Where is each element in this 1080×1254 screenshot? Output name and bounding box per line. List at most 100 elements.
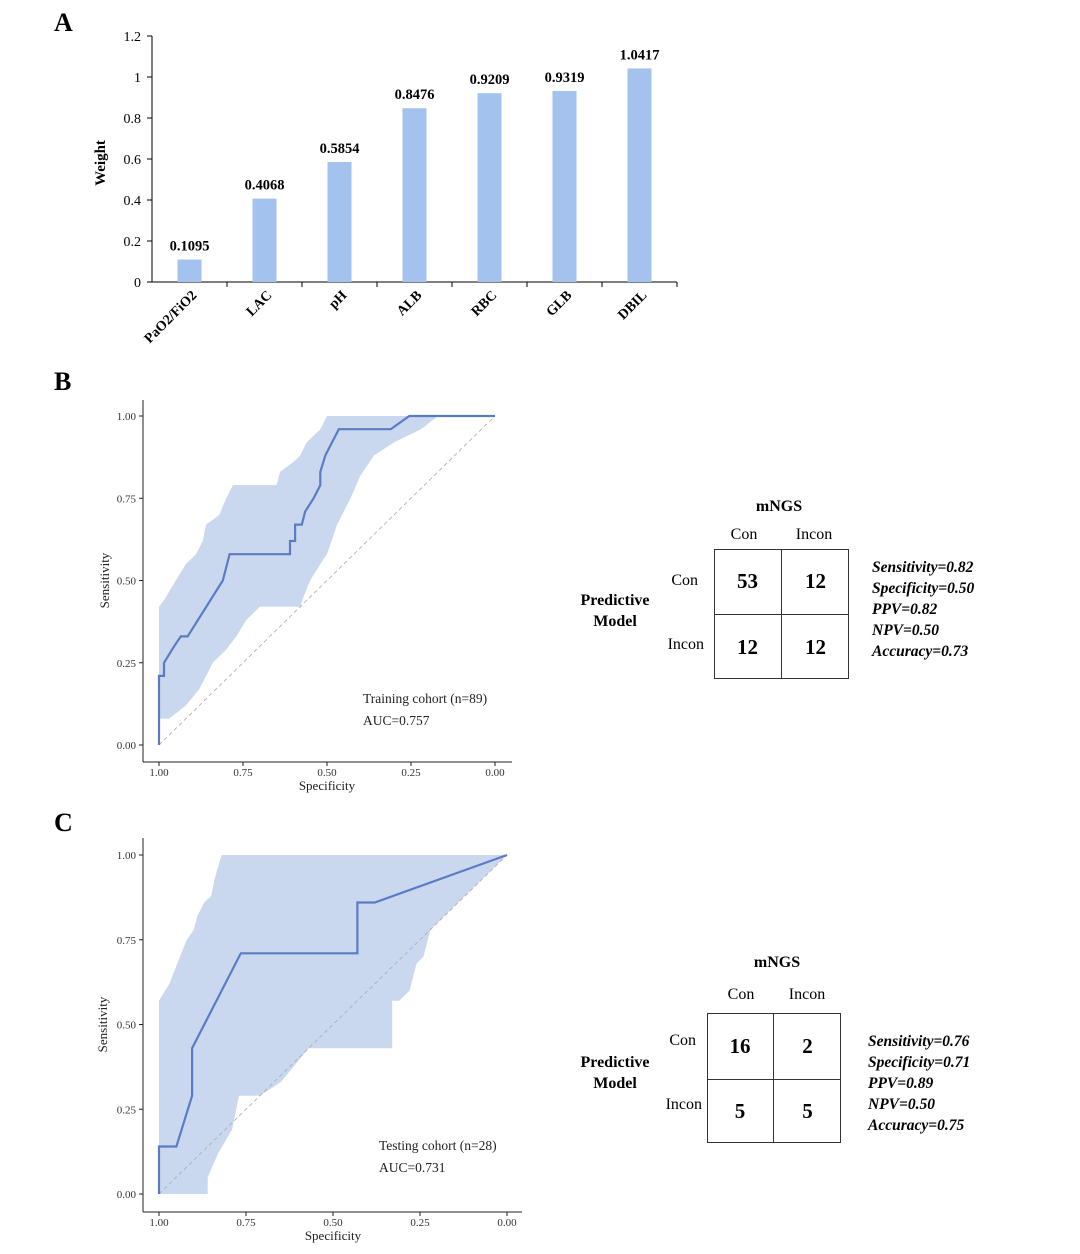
metric-accuracy: Accuracy=0.75 [868, 1117, 965, 1134]
bar [252, 198, 277, 282]
matrix-cell: 5 [734, 1099, 746, 1123]
data-label: 0.9209 [470, 72, 510, 88]
data-label: 1.0417 [620, 47, 660, 63]
x-tick-label: LAC [244, 288, 276, 320]
y-tick-label: 0.4 [124, 194, 142, 209]
metric-npv: NPV=0.50 [872, 622, 939, 639]
matrix-model-line2: Model [593, 613, 637, 630]
matrix-metrics: Sensitivity=0.82 Specificity=0.50 PPV=0.… [872, 557, 974, 662]
x-tick-label: PaO2/FiO2 [142, 288, 200, 346]
x-tick-label: 0.00 [485, 767, 505, 779]
x-tick-label: ALB [394, 288, 425, 319]
matrix-cell: 12 [805, 569, 826, 593]
testing-roc-chart: 1.00 0.75 0.50 0.25 0.00 0.00 0.25 0.50 0.75 1.00… [95, 838, 522, 1243]
y-tick-label: 0.25 [117, 1104, 137, 1116]
y-tick-label: 0.00 [117, 740, 137, 752]
y-tick-label: 0.75 [117, 493, 137, 505]
metric-specificity: Specificity=0.50 [872, 580, 975, 597]
y-tick-label: 0.8 [124, 112, 142, 127]
metric-specificity: Specificity=0.71 [868, 1054, 971, 1071]
y-tick-label: 1.2 [124, 30, 142, 45]
matrix-model-line2: Model [593, 1075, 637, 1092]
bar [177, 259, 202, 282]
x-tick-label: 0.25 [410, 1217, 430, 1229]
x-tick-label: 0.25 [401, 767, 421, 779]
y-axis-title: Sensitivity [95, 996, 110, 1052]
y-tick-label: 0.75 [117, 935, 137, 947]
x-axis-title: Specificity [305, 1228, 362, 1243]
matrix-model-line1: Predictive [580, 1054, 650, 1071]
x-tick-label: 0.75 [236, 1217, 256, 1229]
data-label: 0.1095 [170, 239, 210, 255]
data-label: 0.4068 [245, 178, 285, 194]
auc-label: AUC=0.731 [379, 1160, 446, 1175]
x-tick-label: 0.00 [497, 1217, 517, 1229]
weight-bar-chart: 0 0.2 0.4 0.6 0.8 1 1.2 0.1095 PaO2/FiO2 0.4068 LA… [93, 30, 678, 347]
metric-sensitivity: Sensitivity=0.82 [872, 559, 974, 576]
y-tick-label: 1 [134, 71, 141, 86]
x-tick-label: GLB [544, 288, 576, 320]
data-label: 0.8476 [395, 87, 435, 103]
data-label: 0.5854 [320, 141, 360, 157]
matrix-row-label-con: Con [669, 1032, 696, 1049]
matrix-divider-h [714, 614, 849, 615]
bar [402, 108, 427, 282]
x-tick-label: DBIL [616, 288, 651, 323]
y-tick-label: 1.00 [117, 850, 137, 862]
y-tick-label: 1.00 [117, 411, 137, 423]
reference-diagonal [158, 415, 496, 746]
matrix-cell: 5 [802, 1099, 813, 1123]
matrix-row-group-label: Predictive Model [560, 590, 670, 632]
x-axis-title: Specificity [299, 778, 356, 793]
metric-sensitivity: Sensitivity=0.76 [868, 1033, 970, 1050]
metric-ppv: PPV=0.89 [868, 1075, 934, 1092]
matrix-divider-v [773, 1013, 774, 1143]
matrix-col-label-con: Con [727, 986, 755, 1003]
matrix-cell: 2 [802, 1033, 813, 1058]
bar [552, 90, 577, 282]
confidence-band [159, 416, 495, 719]
data-label: 0.9319 [545, 70, 585, 86]
y-axis-title: Sensitivity [97, 552, 112, 608]
matrix-col-label-incon: Incon [795, 526, 833, 543]
panel-label-b: B [54, 367, 72, 396]
cohort-label: Testing cohort (n=28) [379, 1138, 497, 1153]
matrix-row-group-label: Predictive Model [560, 1052, 670, 1094]
y-tick-label: 0.25 [117, 658, 137, 670]
bar [627, 68, 652, 282]
x-tick-label: 1.00 [149, 1217, 169, 1229]
x-tick-label: pH [327, 288, 351, 312]
roc-curve [157, 853, 508, 1194]
metric-ppv: PPV=0.82 [872, 601, 938, 618]
x-tick-label: 0.50 [317, 767, 337, 779]
matrix-col-label-con: Con [730, 526, 758, 543]
auc-label: AUC=0.757 [363, 713, 430, 728]
matrix-divider-h [707, 1079, 841, 1080]
matrix-cell: 12 [737, 634, 758, 659]
matrix-col-label-incon: Incon [788, 986, 826, 1003]
matrix-row-label-con: Con [671, 572, 698, 589]
x-tick-label: 0.75 [233, 767, 253, 779]
bar [327, 161, 352, 282]
training-roc-chart: 1.00 0.75 0.50 0.25 0.00 0.00 0.25 0.50 0.75 1.00… [97, 400, 512, 793]
metric-npv: NPV=0.50 [868, 1096, 935, 1113]
matrix-model-line1: Predictive [580, 592, 650, 609]
panel-label-c: C [54, 808, 73, 837]
y-tick-label: 0.50 [117, 576, 137, 588]
cohort-label: Training cohort (n=89) [363, 691, 487, 706]
y-axis-title: Weight [93, 140, 109, 186]
roc-curve [157, 414, 495, 745]
panel-label-a: A [54, 8, 73, 37]
y-tick-label: 0.2 [124, 235, 142, 250]
metric-accuracy: Accuracy=0.73 [872, 643, 969, 660]
matrix-title: mNGS [753, 954, 801, 971]
x-tick-label: RBC [469, 288, 501, 320]
y-tick-label: 0.6 [124, 153, 142, 168]
matrix-cell: 12 [805, 634, 826, 659]
bar [477, 93, 502, 282]
reference-diagonal [158, 854, 508, 1195]
y-tick-label: 0.00 [117, 1189, 137, 1201]
x-tick-label: 0.50 [323, 1217, 343, 1229]
matrix-metrics: Sensitivity=0.76 Specificity=0.71 PPV=0.… [868, 1031, 970, 1136]
matrix-row-label-incon: Incon [667, 636, 704, 653]
